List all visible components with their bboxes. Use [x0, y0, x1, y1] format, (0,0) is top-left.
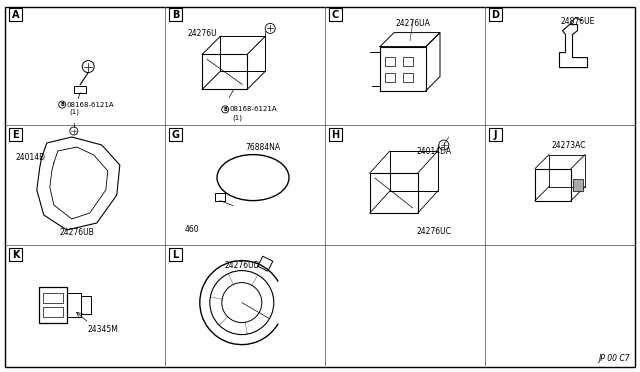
Text: 24276UB: 24276UB [60, 228, 95, 237]
Text: (1): (1) [69, 108, 79, 115]
Bar [169, 8, 182, 21]
Text: 08168-6121A: 08168-6121A [66, 102, 114, 108]
Bar [67, 293, 81, 317]
Text: C: C [332, 10, 339, 19]
Text: 76884NA: 76884NA [245, 143, 280, 152]
Text: A: A [12, 10, 19, 19]
Circle shape [59, 101, 66, 108]
Bar [403, 57, 413, 65]
Text: 24014DA: 24014DA [416, 147, 451, 156]
Bar [380, 46, 426, 91]
Bar [9, 248, 22, 261]
Bar [535, 169, 571, 201]
Bar [329, 8, 342, 21]
Bar [489, 8, 502, 21]
Bar [370, 173, 418, 213]
Text: E: E [12, 129, 19, 140]
Bar [81, 296, 91, 314]
Bar [9, 8, 22, 21]
Text: 08168-6121A: 08168-6121A [229, 106, 277, 112]
Bar [74, 86, 86, 93]
Text: J: J [493, 129, 497, 140]
Bar [9, 128, 22, 141]
Text: 24276U: 24276U [187, 29, 216, 38]
Text: B: B [223, 107, 227, 112]
Circle shape [221, 106, 228, 113]
Text: 24345M: 24345M [87, 325, 118, 334]
Bar [43, 293, 63, 303]
Text: G: G [172, 129, 179, 140]
Text: 24273AC: 24273AC [552, 141, 586, 150]
Bar [573, 179, 583, 190]
Text: 24276UC: 24276UC [417, 227, 452, 236]
Text: 24876UE: 24876UE [560, 17, 595, 26]
Bar [43, 307, 63, 317]
Text: 24276UA: 24276UA [396, 19, 431, 28]
Text: B: B [60, 102, 64, 107]
Text: K: K [12, 250, 19, 260]
Bar [39, 287, 67, 323]
Text: 24014D: 24014D [15, 153, 45, 162]
Text: L: L [172, 250, 179, 260]
Bar [489, 128, 502, 141]
Bar [202, 54, 247, 89]
Text: (1): (1) [232, 114, 242, 121]
Text: 24276UD: 24276UD [224, 261, 260, 270]
Text: JP 00 C7: JP 00 C7 [598, 354, 630, 363]
Bar [385, 73, 395, 81]
Bar [169, 248, 182, 261]
Text: D: D [492, 10, 499, 19]
Text: H: H [332, 129, 340, 140]
Bar [385, 57, 395, 65]
Text: 460: 460 [185, 225, 200, 234]
Bar [329, 128, 342, 141]
Bar [169, 128, 182, 141]
Text: B: B [172, 10, 179, 19]
Bar [403, 73, 413, 81]
